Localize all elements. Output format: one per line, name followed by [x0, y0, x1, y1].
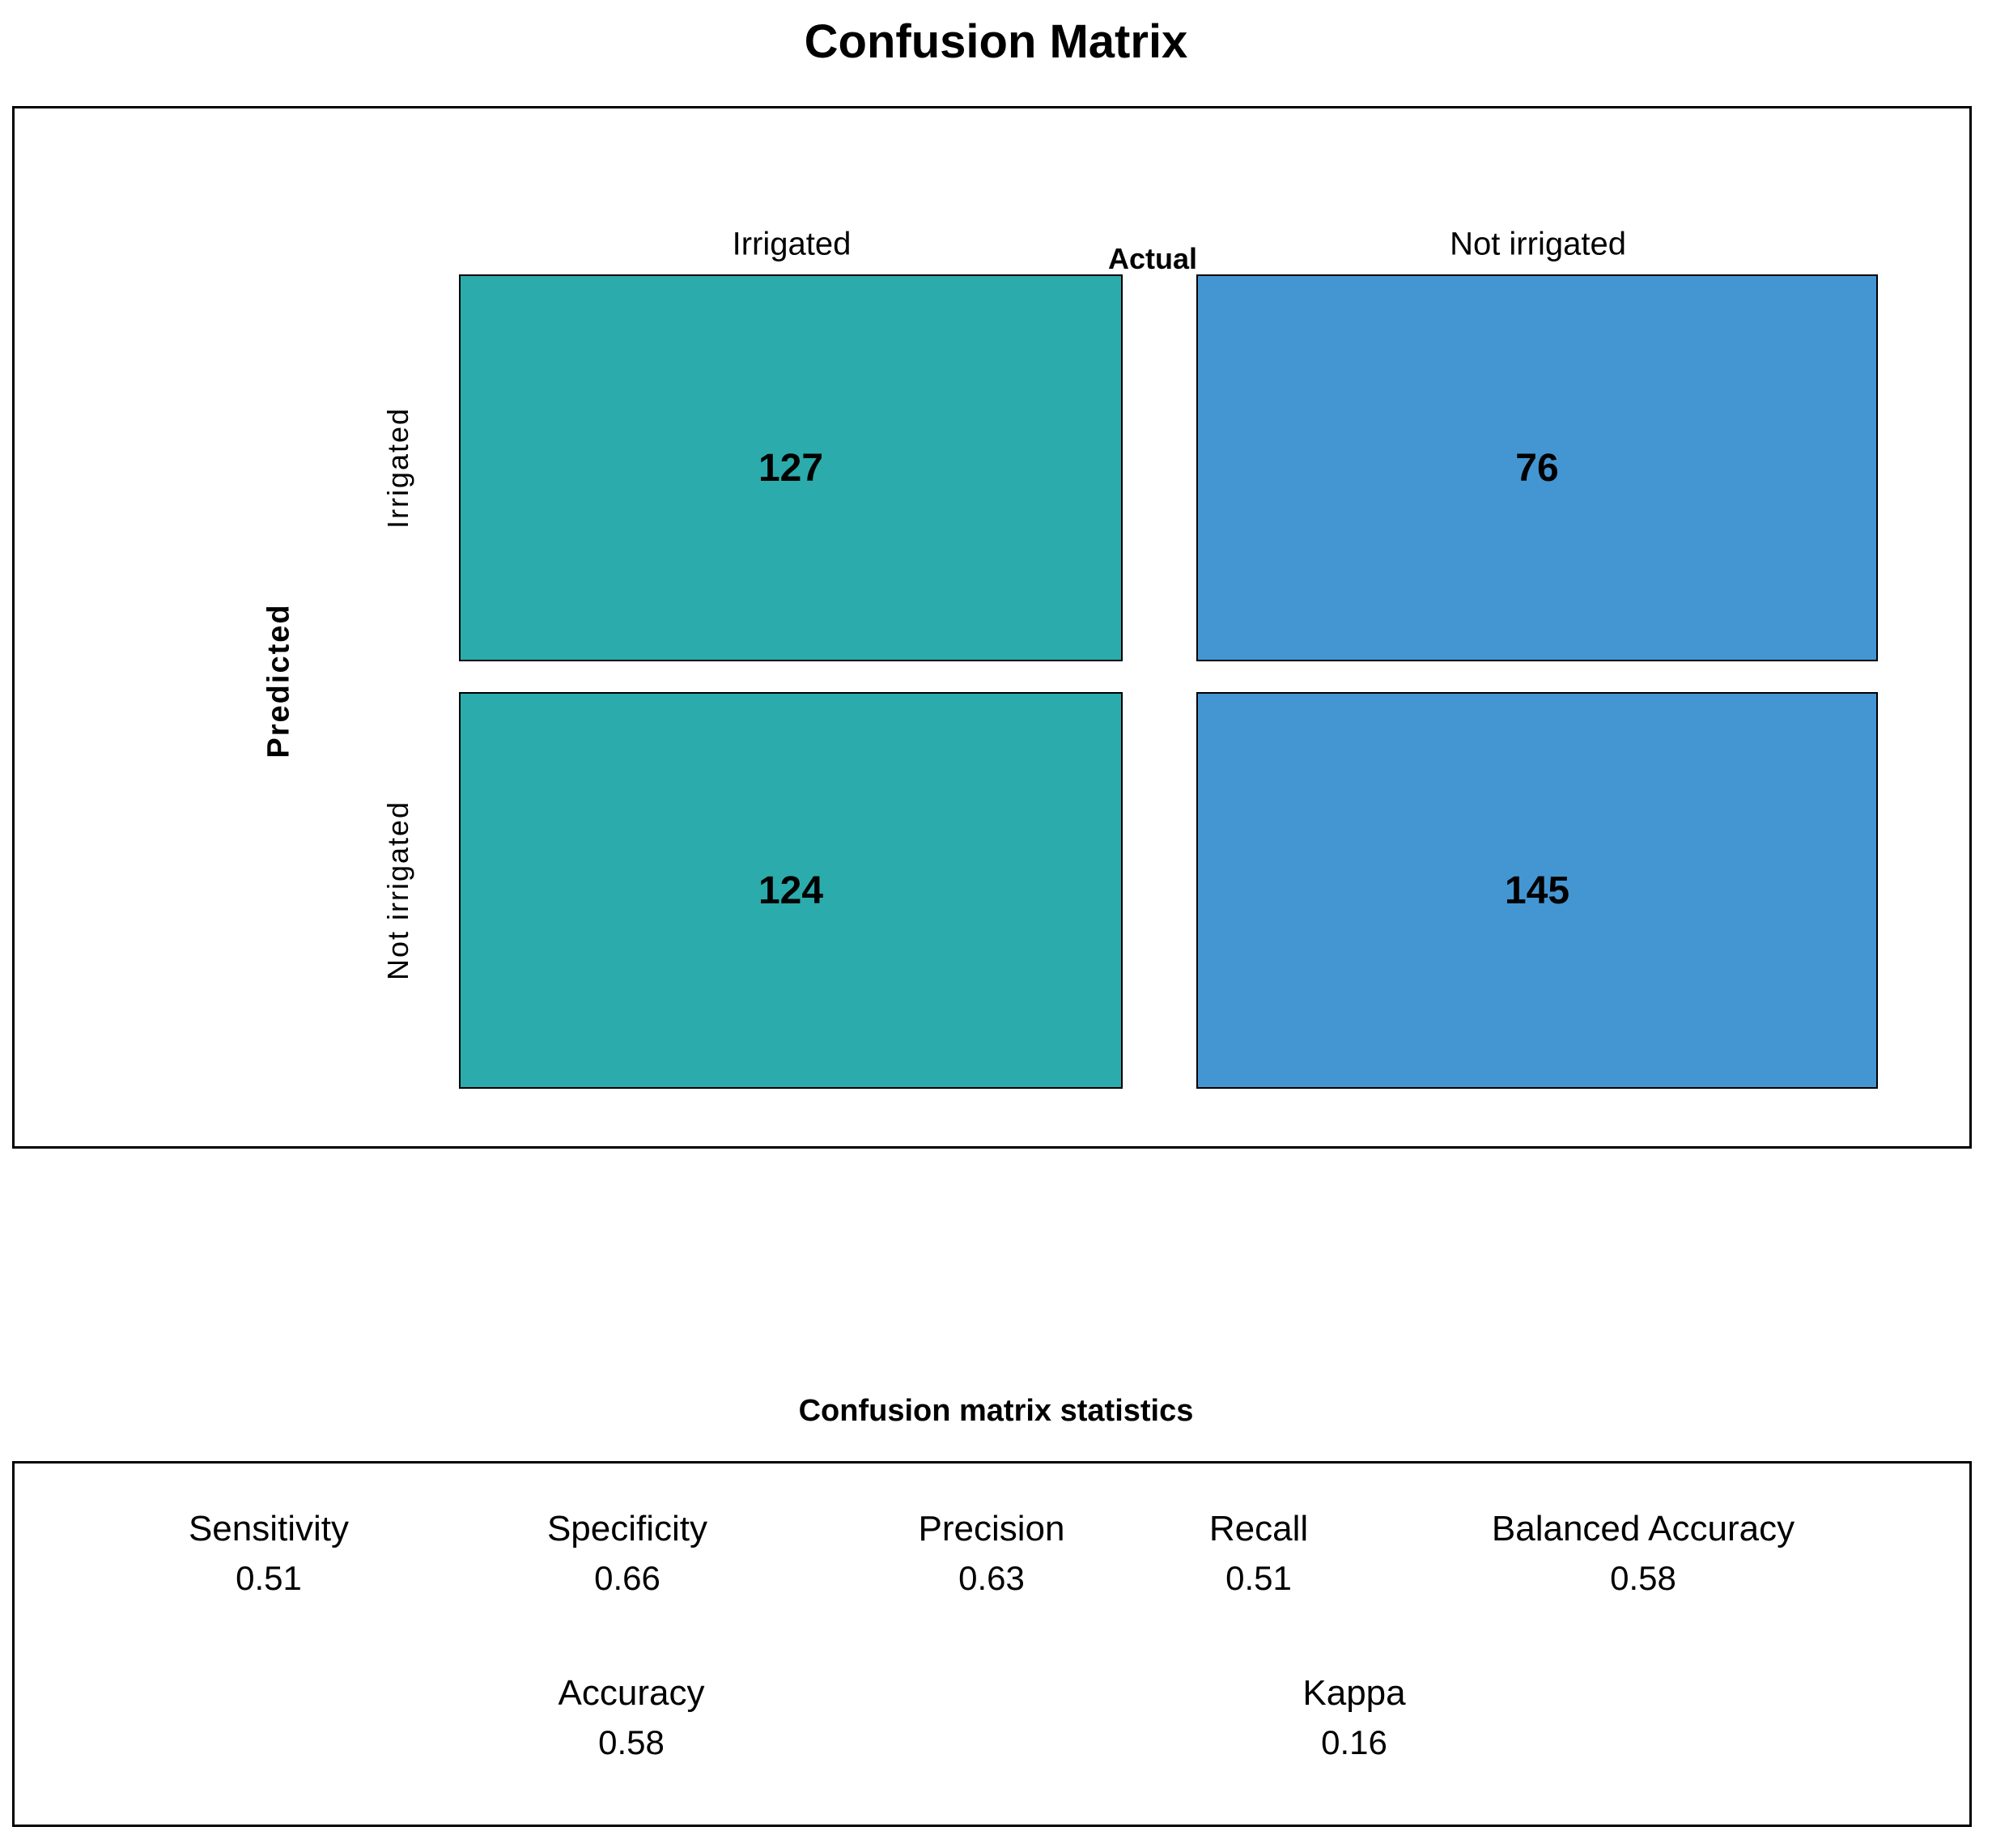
stat-balanced-accuracy: Balanced Accuracy 0.58	[1492, 1510, 1794, 1596]
stat-specificity: Specificity 0.66	[547, 1510, 707, 1596]
stat-value: 0.58	[598, 1723, 665, 1762]
stat-value: 0.58	[1610, 1559, 1676, 1598]
actual-axis-label: Actual	[1107, 242, 1198, 275]
column-label-not-irrigated: Not irrigated	[1450, 226, 1626, 262]
stats-panel	[12, 1461, 1972, 1827]
stat-accuracy: Accuracy 0.58	[558, 1673, 705, 1762]
stat-precision: Precision 0.63	[919, 1510, 1065, 1596]
cell-value: 145	[1504, 869, 1570, 912]
stats-heading: Confusion matrix statistics	[798, 1394, 1194, 1428]
stat-label: Kappa	[1302, 1673, 1406, 1713]
stat-label: Recall	[1208, 1509, 1309, 1548]
cell-value: 127	[758, 446, 824, 490]
matrix-cell-false-positive: 76	[1196, 274, 1878, 661]
stat-label: Accuracy	[558, 1673, 705, 1713]
stat-label: Balanced Accuracy	[1491, 1509, 1795, 1548]
stat-recall: Recall 0.51	[1209, 1510, 1308, 1596]
column-label-irrigated: Irrigated	[732, 226, 852, 262]
stat-sensitivity: Sensitivity 0.51	[189, 1510, 349, 1596]
page-title: Confusion Matrix	[804, 15, 1188, 68]
matrix-cell-true-positive: 127	[459, 274, 1123, 661]
matrix-cell-true-negative: 145	[1196, 692, 1878, 1089]
stat-value: 0.66	[594, 1559, 660, 1598]
stat-value: 0.16	[1321, 1723, 1387, 1762]
stat-value: 0.51	[236, 1559, 302, 1598]
stat-kappa: Kappa 0.16	[1302, 1673, 1406, 1762]
stat-label: Sensitivity	[188, 1509, 350, 1548]
stat-label: Specificity	[546, 1509, 708, 1548]
predicted-axis-label: Predicted	[261, 603, 296, 758]
stat-value: 0.63	[958, 1559, 1025, 1598]
row-label-irrigated: Irrigated	[381, 406, 414, 529]
stat-value: 0.51	[1225, 1559, 1292, 1598]
row-label-not-irrigated: Not irrigated	[381, 800, 414, 981]
stat-label: Precision	[918, 1509, 1065, 1548]
cell-value: 76	[1515, 446, 1559, 490]
matrix-cell-false-negative: 124	[459, 692, 1123, 1089]
cell-value: 124	[758, 869, 824, 912]
